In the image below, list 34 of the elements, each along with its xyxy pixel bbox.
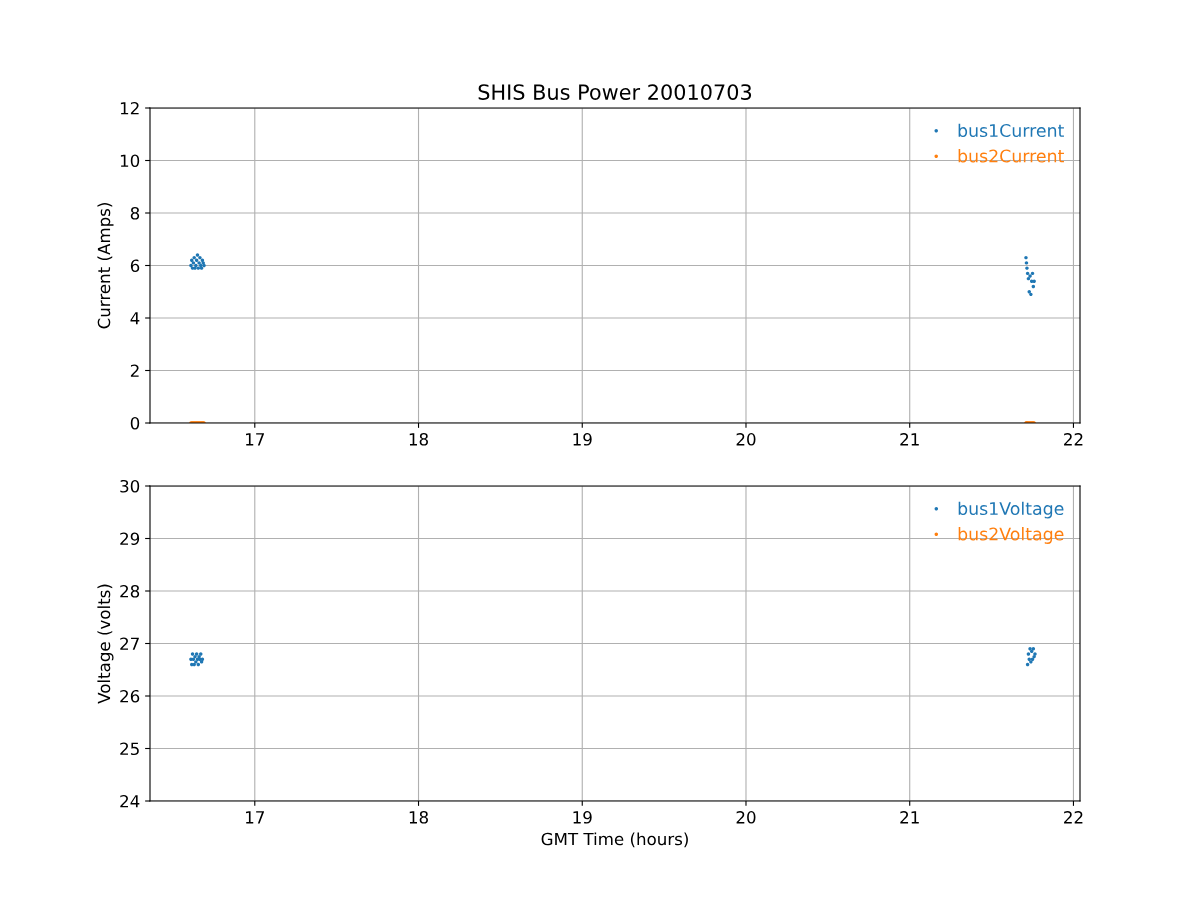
y-tick-label: 28	[120, 584, 140, 598]
x-tick-label: 19	[573, 811, 592, 824]
y-axis-title: Voltage (volts)	[97, 584, 114, 704]
x-tick-label: 21	[900, 433, 919, 446]
legend-label: bus2Current	[958, 149, 1064, 163]
x-axis-title: GMT Time (hours)	[541, 832, 688, 848]
x-tick-label: 21	[900, 811, 919, 824]
x-tick-label: 22	[1064, 433, 1083, 446]
x-tick-label: 17	[246, 811, 264, 824]
x-tick-label: 18	[409, 811, 428, 824]
x-tick-label: 18	[409, 433, 428, 446]
y-tick-label: 0	[130, 416, 140, 430]
legend-label: bus1Current	[958, 123, 1064, 138]
y-tick-label: 26	[120, 689, 140, 703]
legend-label: bus1Voltage	[958, 501, 1064, 519]
y-axis-title: Current (Amps)	[97, 203, 114, 329]
x-tick-label: 17	[246, 433, 264, 446]
legend-label: bus2Voltage	[958, 527, 1064, 544]
y-tick-label: 27	[120, 637, 139, 650]
x-tick-label: 20	[736, 433, 756, 446]
y-tick-label: 25	[120, 742, 139, 756]
x-tick-label: 22	[1064, 811, 1083, 824]
y-tick-label: 24	[120, 794, 140, 808]
x-tick-label: 20	[736, 811, 756, 824]
chart-title: SHIS Bus Power 20010703	[478, 84, 752, 100]
x-tick-label: 19	[573, 433, 592, 446]
y-tick-label: 6	[130, 259, 140, 273]
y-tick-label: 10	[120, 154, 140, 168]
y-tick-label: 2	[130, 364, 139, 377]
y-tick-label: 8	[130, 206, 140, 220]
y-tick-label: 30	[120, 479, 140, 493]
y-tick-label: 4	[130, 312, 140, 325]
y-tick-label: 12	[120, 101, 139, 115]
y-tick-label: 29	[120, 532, 140, 546]
